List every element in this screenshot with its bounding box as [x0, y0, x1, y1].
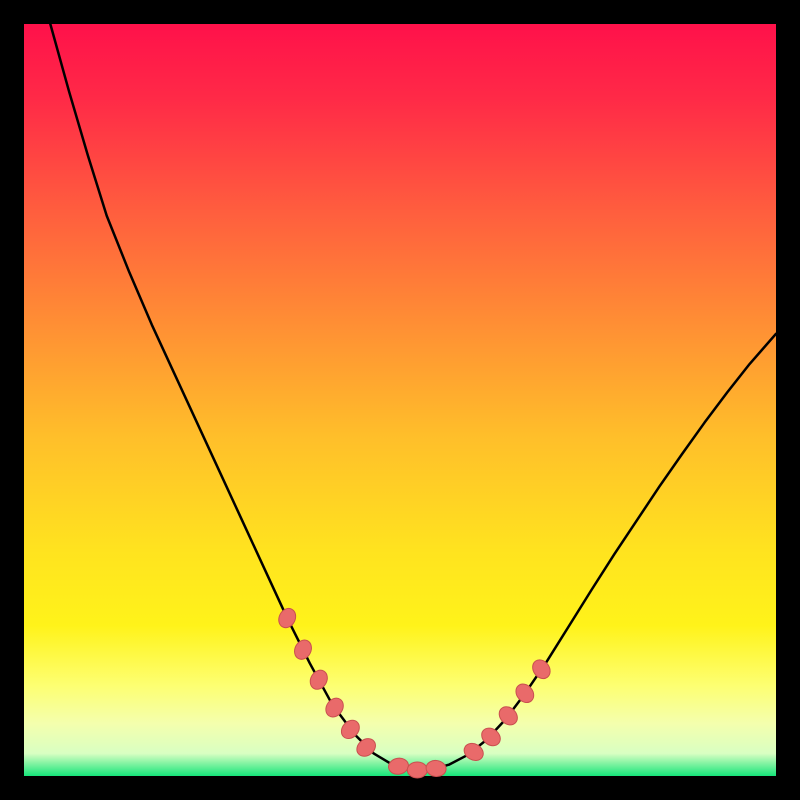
curve-marker	[407, 762, 427, 778]
chart-frame: TheBottleneck.com	[0, 0, 800, 800]
plot-background-gradient	[24, 24, 776, 776]
bottleneck-curve-chart	[0, 0, 800, 800]
